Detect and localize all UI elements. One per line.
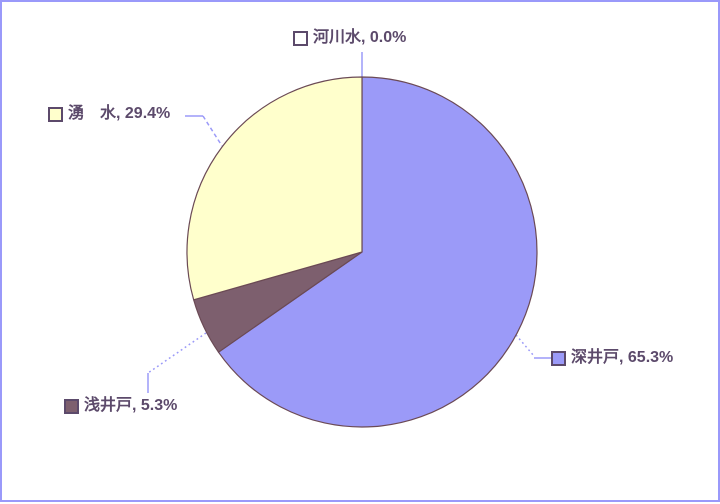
legend-marker-yusui (48, 106, 63, 122)
data-label-text: 深井戸, 65.3% (571, 349, 674, 366)
data-label-fukaido: 深井戸, 65.3% (551, 350, 673, 366)
data-label-text: 湧 水, 29.4% (68, 105, 171, 122)
data-label-text: 河川水, 0.0% (313, 29, 407, 46)
legend-marker-kasen (293, 30, 308, 46)
pie-slice-4 (186, 76, 363, 301)
data-label-yusui: 湧 水, 29.4% (48, 106, 170, 122)
leader-line-fukaido (515, 334, 535, 357)
leader-line-asaido (147, 332, 207, 374)
legend-marker-fukaido (551, 350, 566, 366)
legend-marker-asaido (64, 398, 79, 414)
leader-lines (147, 52, 551, 393)
leader-line-yusui (202, 115, 223, 147)
data-label-text: 浅井戸, 5.3% (84, 397, 178, 414)
data-label-asaido: 浅井戸, 5.3% (64, 398, 177, 414)
data-label-kasen: 河川水, 0.0% (293, 30, 406, 46)
pie-slice-2 (217, 76, 538, 428)
pie-slices (186, 76, 538, 428)
